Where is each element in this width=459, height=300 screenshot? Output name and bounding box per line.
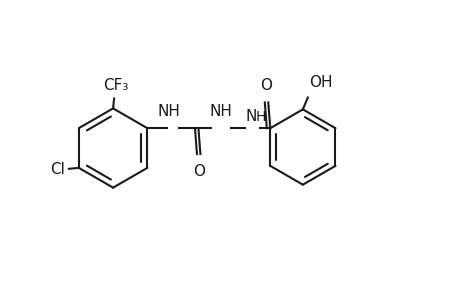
Text: NH: NH	[157, 104, 180, 119]
Text: N: N	[245, 109, 256, 124]
Text: OH: OH	[308, 75, 331, 90]
Text: NH: NH	[209, 104, 232, 119]
Text: O: O	[192, 164, 205, 179]
Text: O: O	[260, 77, 272, 92]
Text: Cl: Cl	[50, 162, 65, 177]
Text: CF₃: CF₃	[103, 77, 129, 92]
Text: H: H	[255, 110, 265, 124]
